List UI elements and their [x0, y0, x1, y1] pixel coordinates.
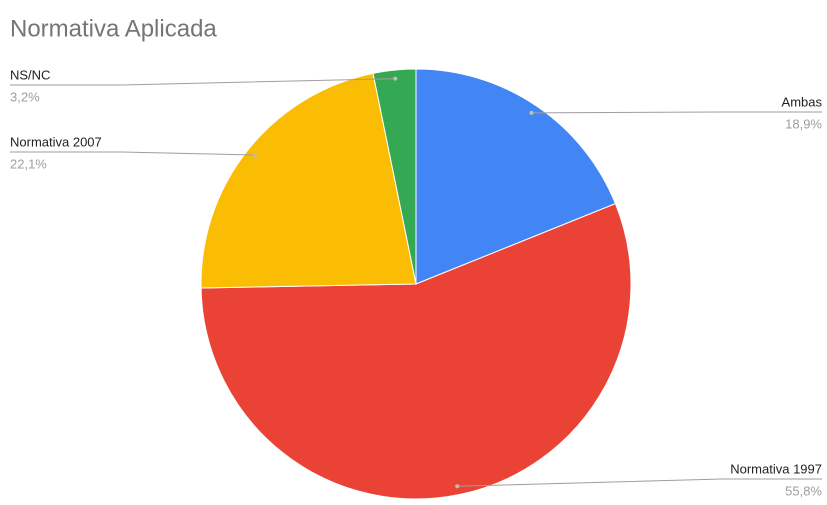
slice-value: 18,9% — [785, 116, 822, 131]
leader-dot — [455, 484, 460, 489]
slice-label: Normativa 2007 — [10, 134, 102, 149]
pie-slice — [200, 202, 632, 500]
slice-value: 3,2% — [10, 89, 40, 104]
slice-label: Ambas — [782, 94, 823, 109]
chart-title: Normativa Aplicada — [10, 15, 217, 42]
slice-label: Normativa 1997 — [730, 461, 822, 476]
leader-dot — [252, 152, 257, 157]
leader-line — [10, 151, 255, 156]
slice-label: NS/NC — [10, 67, 50, 82]
leader-dot — [393, 76, 398, 81]
pie-slice — [200, 72, 417, 289]
slice-value: 22,1% — [10, 156, 47, 171]
leader-line — [10, 78, 396, 86]
leader-line — [531, 111, 822, 114]
pie-slice — [415, 68, 617, 285]
leader-dot — [529, 110, 534, 115]
pie-slice — [372, 68, 417, 285]
slice-value: 55,8% — [785, 483, 822, 498]
leader-line — [457, 478, 822, 487]
